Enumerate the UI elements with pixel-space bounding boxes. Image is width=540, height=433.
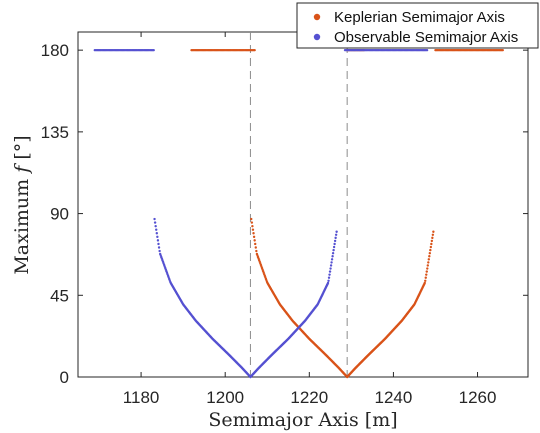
y-tick-label: 180 xyxy=(41,41,69,60)
data-point xyxy=(432,230,435,233)
y-axis-title-prefix: Maximum xyxy=(11,173,33,275)
data-point xyxy=(157,246,161,249)
data-point xyxy=(332,248,335,252)
axis-ticks: 1180 1200 1220 1240 1260 0 45 90 135 180 xyxy=(41,32,528,407)
data-point xyxy=(154,224,157,228)
data-point xyxy=(329,267,332,270)
x-tick-label: 1220 xyxy=(290,388,328,407)
data-point xyxy=(327,276,331,279)
data-point xyxy=(329,264,333,267)
data-point xyxy=(251,224,254,228)
data-point xyxy=(333,242,336,246)
data-point xyxy=(254,246,257,249)
legend-box xyxy=(296,2,539,49)
data-point xyxy=(426,264,429,267)
data-point xyxy=(335,230,338,233)
data-point xyxy=(158,249,161,253)
data-point xyxy=(254,242,257,246)
legend-marker-keplerian xyxy=(313,13,321,21)
data-point xyxy=(250,217,253,221)
data-point xyxy=(333,239,337,243)
data-point xyxy=(153,221,157,224)
data-point xyxy=(250,221,254,224)
data-point xyxy=(156,235,159,239)
y-axis-title: Maximum f [°] xyxy=(11,135,33,274)
x-tick-label: 1260 xyxy=(459,388,497,407)
data-point xyxy=(431,233,435,236)
y-tick-label: 45 xyxy=(50,286,69,305)
data-point xyxy=(155,228,158,231)
data-point xyxy=(152,48,155,52)
data-point xyxy=(156,239,160,242)
x-tick-label: 1200 xyxy=(206,388,244,407)
y-tick-label: 90 xyxy=(50,205,69,224)
y-axis-title-symbol: f xyxy=(11,163,33,175)
y-axis-title-unit: [°] xyxy=(11,135,33,159)
data-point xyxy=(431,236,434,240)
data-point xyxy=(328,270,332,273)
data-point xyxy=(423,281,426,285)
data-point xyxy=(429,248,432,252)
data-point xyxy=(331,255,334,258)
data-point xyxy=(327,279,330,282)
data-point xyxy=(428,255,431,258)
data-points xyxy=(93,48,504,379)
data-point xyxy=(334,233,338,236)
data-point xyxy=(331,252,335,255)
data-point xyxy=(430,242,433,246)
data-point xyxy=(428,252,432,255)
data-point xyxy=(332,245,336,249)
y-tick-label: 135 xyxy=(41,123,69,142)
legend: Keplerian Semimajor Axis Observable Semi… xyxy=(296,2,539,49)
data-point xyxy=(155,232,158,235)
data-point xyxy=(334,236,337,240)
legend-label-keplerian: Keplerian Semimajor Axis xyxy=(334,9,505,26)
plot-area xyxy=(77,31,529,378)
legend-marker-observable xyxy=(313,33,321,41)
x-axis-title: Semimajor Axis [m] xyxy=(208,409,397,431)
data-point xyxy=(251,228,255,231)
data-point xyxy=(425,273,428,276)
data-point xyxy=(429,245,433,249)
data-point xyxy=(424,279,427,282)
data-point xyxy=(153,217,156,221)
data-point xyxy=(424,276,427,279)
data-point xyxy=(253,239,256,242)
data-point xyxy=(501,48,504,52)
data-point xyxy=(425,48,429,52)
data-point xyxy=(252,235,256,239)
data-point xyxy=(425,270,428,273)
data-point xyxy=(330,258,334,261)
data-point xyxy=(427,261,430,264)
x-tick-label: 1240 xyxy=(375,388,413,407)
data-point xyxy=(427,258,431,261)
data-point xyxy=(328,273,331,276)
y-tick-label: 0 xyxy=(60,368,69,387)
data-point xyxy=(430,239,434,243)
data-point xyxy=(330,261,333,264)
data-point xyxy=(326,281,330,285)
x-tick-label: 1180 xyxy=(123,388,160,407)
data-point xyxy=(426,267,429,270)
data-point xyxy=(157,242,160,246)
data-point xyxy=(252,232,255,235)
reference-lines xyxy=(249,32,348,377)
data-point xyxy=(255,249,258,253)
legend-label-observable: Observable Semimajor Axis xyxy=(334,29,518,46)
data-point xyxy=(253,48,256,52)
